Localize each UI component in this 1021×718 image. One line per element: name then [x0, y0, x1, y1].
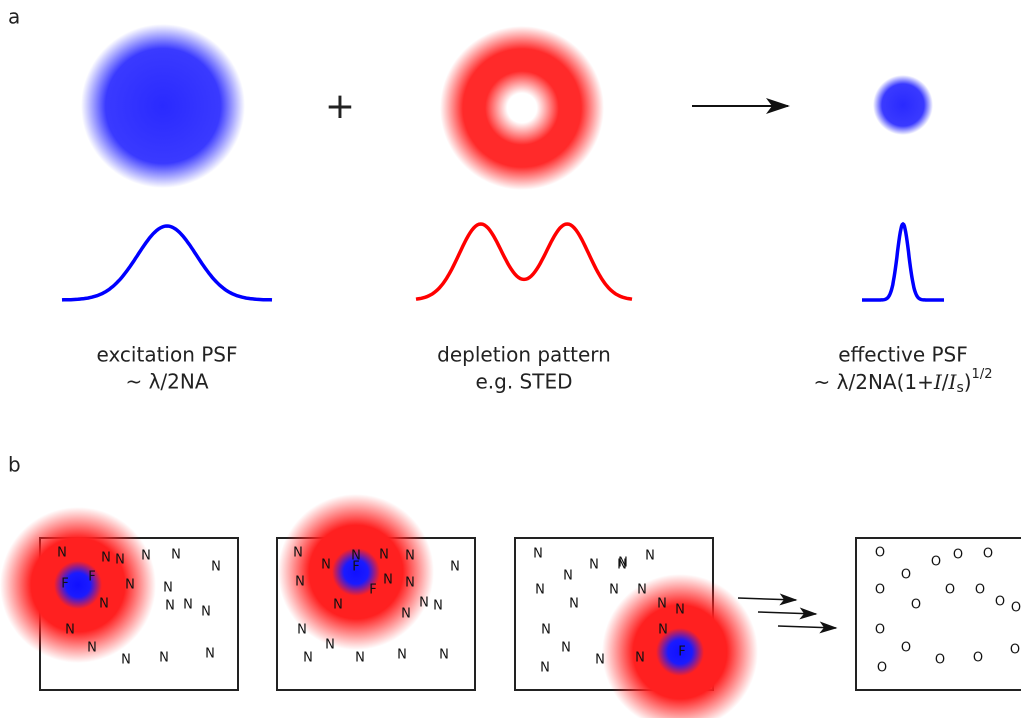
molecule: N — [183, 598, 193, 613]
arrow — [778, 626, 836, 628]
molecule: N — [379, 548, 389, 563]
molecule: N — [401, 607, 411, 622]
caption-title: excitation PSF — [96, 343, 237, 367]
molecule: N — [333, 598, 343, 613]
molecule: N — [563, 569, 573, 584]
molecule: N — [165, 599, 175, 614]
molecule: O — [973, 651, 983, 666]
molecule: N — [397, 648, 407, 663]
molecule: N — [321, 558, 331, 573]
molecule: F — [61, 577, 68, 592]
molecule: O — [1010, 643, 1020, 658]
molecule: N — [658, 623, 668, 638]
molecule: O — [931, 555, 941, 570]
molecule: N — [635, 651, 645, 666]
plus: + — [325, 86, 355, 127]
molecule: O — [875, 623, 885, 638]
molecule: O — [983, 547, 993, 562]
molecule: N — [159, 651, 169, 666]
excitation-spot — [81, 24, 245, 188]
molecule: O — [1011, 601, 1021, 616]
molecule: N — [533, 547, 543, 562]
molecule: N — [297, 623, 307, 638]
molecule: N — [541, 623, 551, 638]
molecule: N — [540, 661, 550, 676]
molecule: N — [125, 578, 135, 593]
molecule: N — [637, 583, 647, 598]
molecule: O — [877, 661, 887, 676]
molecule: O — [911, 598, 921, 613]
molecule: N — [211, 560, 221, 575]
molecule: N — [163, 581, 173, 596]
molecule: N — [303, 651, 313, 666]
arrow — [758, 612, 816, 614]
molecule: N — [57, 546, 67, 561]
molecule: N — [569, 597, 579, 612]
molecule: O — [935, 653, 945, 668]
molecule: N — [419, 596, 429, 611]
molecule: N — [201, 605, 211, 620]
molecule: F — [369, 583, 376, 598]
molecule: N — [115, 553, 125, 568]
molecule: N — [561, 641, 571, 656]
molecule: N — [101, 551, 111, 566]
panel-label: a — [8, 5, 20, 29]
molecule: O — [875, 583, 885, 598]
caption-formula: ~ λ/2NA — [125, 370, 208, 394]
molecule: O — [901, 568, 911, 583]
molecule: N — [99, 597, 109, 612]
molecule: N — [65, 623, 75, 638]
molecule: N — [205, 647, 215, 662]
molecule: F — [678, 645, 685, 660]
molecule: N — [383, 573, 393, 588]
molecule: N — [433, 599, 443, 614]
effective-profile — [862, 224, 944, 300]
caption-title: depletion pattern — [437, 343, 611, 367]
caption-title: effective PSF — [838, 343, 968, 367]
molecule: O — [953, 548, 963, 563]
molecule: N — [589, 558, 599, 573]
molecule: N — [595, 653, 605, 668]
molecule: F — [88, 570, 95, 585]
figure: a + excitation PSF ~ λ/2NA depletion pat… — [0, 0, 1021, 718]
molecule: O — [901, 641, 911, 656]
molecule: N — [171, 548, 181, 563]
molecule: N — [405, 576, 415, 591]
molecule: N — [645, 549, 655, 564]
molecule: N — [535, 583, 545, 598]
molecule: N — [87, 641, 97, 656]
effective-spot — [873, 75, 933, 135]
excitation-profile — [62, 226, 272, 300]
molecule: N — [141, 549, 151, 564]
molecule: N — [657, 597, 667, 612]
molecule: N — [293, 546, 303, 561]
molecule: O — [945, 583, 955, 598]
molecule: N — [675, 603, 685, 618]
molecule: N — [121, 653, 131, 668]
depletion-profile — [416, 224, 632, 299]
molecule: N — [617, 558, 627, 573]
molecule: N — [439, 648, 449, 663]
molecule: N — [609, 583, 619, 598]
molecule: N — [295, 575, 305, 590]
arrow — [738, 598, 796, 600]
molecule: F — [352, 560, 359, 575]
panel-label: b — [8, 453, 21, 477]
molecule: N — [355, 651, 365, 666]
molecule: O — [975, 583, 985, 598]
molecule: N — [405, 549, 415, 564]
molecule: O — [995, 595, 1005, 610]
molecule: N — [325, 638, 335, 653]
molecule: N — [450, 560, 460, 575]
caption-formula: ~ λ/2NA(1+I/Is)1/2 — [814, 367, 993, 397]
depletion-spot — [440, 26, 604, 190]
caption-formula: e.g. STED — [475, 370, 572, 394]
molecule: O — [875, 546, 885, 561]
